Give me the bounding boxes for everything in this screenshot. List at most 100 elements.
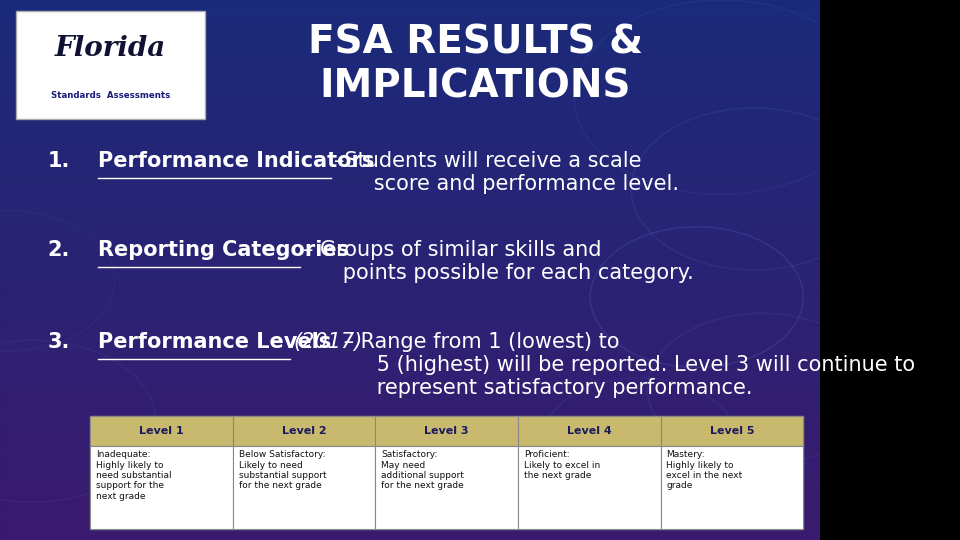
Text: Proficient:
Likely to excel in
the next grade: Proficient: Likely to excel in the next … xyxy=(524,450,600,480)
Bar xyxy=(0,270,820,273)
FancyBboxPatch shape xyxy=(233,447,375,529)
Bar xyxy=(0,402,820,405)
Bar xyxy=(0,30,820,32)
Bar xyxy=(0,435,820,437)
Bar xyxy=(0,254,820,256)
Bar xyxy=(0,286,820,289)
Bar xyxy=(0,202,820,205)
Bar xyxy=(0,464,820,467)
Bar xyxy=(0,170,820,173)
Bar xyxy=(0,162,820,165)
Text: Performance Indicators: Performance Indicators xyxy=(98,151,382,171)
Bar xyxy=(0,459,820,462)
Bar xyxy=(0,122,820,124)
Bar xyxy=(0,410,820,413)
Text: Level 3: Level 3 xyxy=(424,426,469,436)
Bar xyxy=(0,378,820,381)
Bar xyxy=(0,232,820,235)
Bar xyxy=(0,300,820,302)
Bar xyxy=(0,319,820,321)
Bar xyxy=(0,537,820,540)
Bar xyxy=(0,113,820,116)
Bar xyxy=(0,486,820,489)
Bar xyxy=(0,92,820,94)
Text: Level 5: Level 5 xyxy=(709,426,755,436)
Bar xyxy=(0,472,820,475)
Bar xyxy=(0,427,820,429)
Bar xyxy=(0,51,820,54)
Bar xyxy=(0,132,820,135)
Bar xyxy=(0,397,820,400)
Text: Level 2: Level 2 xyxy=(282,426,326,436)
Bar xyxy=(0,227,820,229)
Text: Mastery:
Highly likely to
excel in the next
grade: Mastery: Highly likely to excel in the n… xyxy=(666,450,743,490)
Bar xyxy=(0,230,820,232)
Bar xyxy=(0,324,820,327)
Bar xyxy=(0,140,820,143)
Text: Below Satisfactory:
Likely to need
substantial support
for the next grade: Below Satisfactory: Likely to need subst… xyxy=(238,450,326,490)
Bar xyxy=(0,200,820,202)
Bar xyxy=(0,292,820,294)
Bar xyxy=(0,475,820,478)
Bar xyxy=(0,521,820,524)
Text: Performance Levels: Performance Levels xyxy=(98,332,339,352)
Bar xyxy=(0,240,820,243)
Bar xyxy=(0,383,820,386)
Bar xyxy=(0,100,820,103)
FancyBboxPatch shape xyxy=(660,447,804,529)
Bar xyxy=(0,381,820,383)
Bar xyxy=(0,124,820,127)
Bar xyxy=(0,3,820,5)
Bar xyxy=(0,481,820,483)
Bar xyxy=(0,49,820,51)
Bar xyxy=(0,340,820,343)
Bar xyxy=(0,308,820,310)
Bar xyxy=(0,418,820,421)
Bar xyxy=(0,267,820,270)
Text: – Groups of similar skills and
      points possible for each category.: – Groups of similar skills and points po… xyxy=(303,240,694,284)
Bar xyxy=(0,370,820,373)
Bar xyxy=(0,400,820,402)
Bar xyxy=(0,373,820,375)
Bar xyxy=(0,513,820,516)
Bar xyxy=(0,235,820,238)
FancyBboxPatch shape xyxy=(518,416,660,447)
Bar xyxy=(0,510,820,513)
Bar xyxy=(0,11,820,14)
Bar xyxy=(0,151,820,154)
Bar xyxy=(0,108,820,111)
Bar xyxy=(0,448,820,451)
Bar xyxy=(0,89,820,92)
Bar xyxy=(0,310,820,313)
Bar xyxy=(0,35,820,38)
Bar xyxy=(0,321,820,324)
Bar xyxy=(0,111,820,113)
Bar xyxy=(0,516,820,518)
Bar xyxy=(0,248,820,251)
Text: Inadequate:
Highly likely to
need substantial
support for the
next grade: Inadequate: Highly likely to need substa… xyxy=(96,450,172,501)
Bar xyxy=(0,494,820,497)
Bar xyxy=(0,432,820,435)
Bar xyxy=(0,148,820,151)
FancyBboxPatch shape xyxy=(233,416,375,447)
Bar xyxy=(0,524,820,526)
Bar xyxy=(0,8,820,11)
Bar xyxy=(0,508,820,510)
Bar xyxy=(0,186,820,189)
Text: Reporting Categories: Reporting Categories xyxy=(98,240,349,260)
Bar xyxy=(0,335,820,338)
Bar xyxy=(0,40,820,43)
Bar xyxy=(0,0,820,3)
Text: – Range from 1 (lowest) to
      5 (highest) will be reported. Level 3 will cont: – Range from 1 (lowest) to 5 (highest) w… xyxy=(337,332,916,399)
Text: (2017): (2017) xyxy=(293,332,362,352)
Bar xyxy=(0,57,820,59)
Bar xyxy=(0,62,820,65)
Bar xyxy=(0,275,820,278)
Bar xyxy=(0,289,820,292)
Bar xyxy=(0,32,820,35)
Bar xyxy=(0,54,820,57)
Bar xyxy=(0,16,820,19)
FancyBboxPatch shape xyxy=(375,416,518,447)
Bar xyxy=(0,65,820,68)
Bar xyxy=(0,130,820,132)
